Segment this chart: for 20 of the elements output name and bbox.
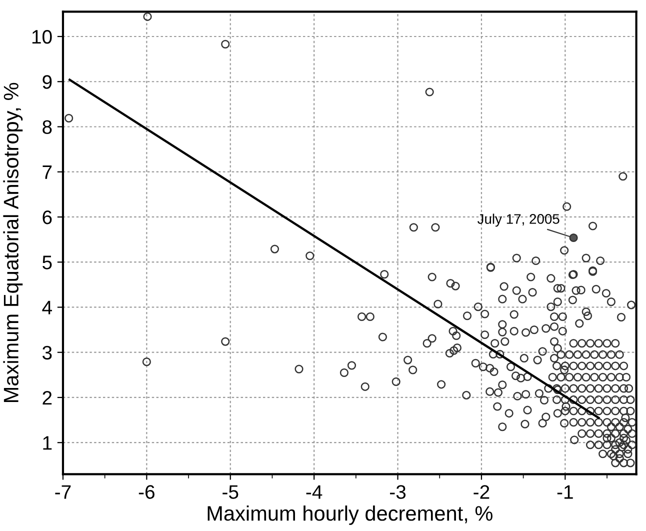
x-tick-label: -3	[390, 485, 406, 499]
annotation: July 17, 2005	[478, 214, 560, 227]
y-axis-title: Maximum Equatorial Anisotropy, %	[3, 82, 23, 402]
y-tick-label: 5	[42, 256, 52, 270]
y-tick-label: 4	[42, 300, 52, 314]
y-tick-label: 1	[43, 436, 52, 450]
y-tick-label: 7	[42, 166, 52, 179]
y-tick-label: 8	[42, 120, 52, 134]
x-tick-label: -6	[138, 485, 154, 499]
x-tick-label: -7	[55, 485, 71, 499]
y-tick-label: 6	[42, 210, 52, 224]
x-tick-label: -5	[222, 485, 238, 499]
x-tick-label: -1	[557, 485, 573, 499]
x-tick-label: -2	[474, 485, 490, 499]
y-tick-label: 9	[42, 75, 52, 89]
x-axis-title: Maximum hourly decrement, %	[208, 506, 492, 525]
y-tick-label: 2	[42, 390, 52, 405]
y-tick-label: 3	[42, 346, 52, 360]
x-tick-label: -4	[306, 485, 322, 499]
y-tick-label: 10	[32, 30, 52, 44]
